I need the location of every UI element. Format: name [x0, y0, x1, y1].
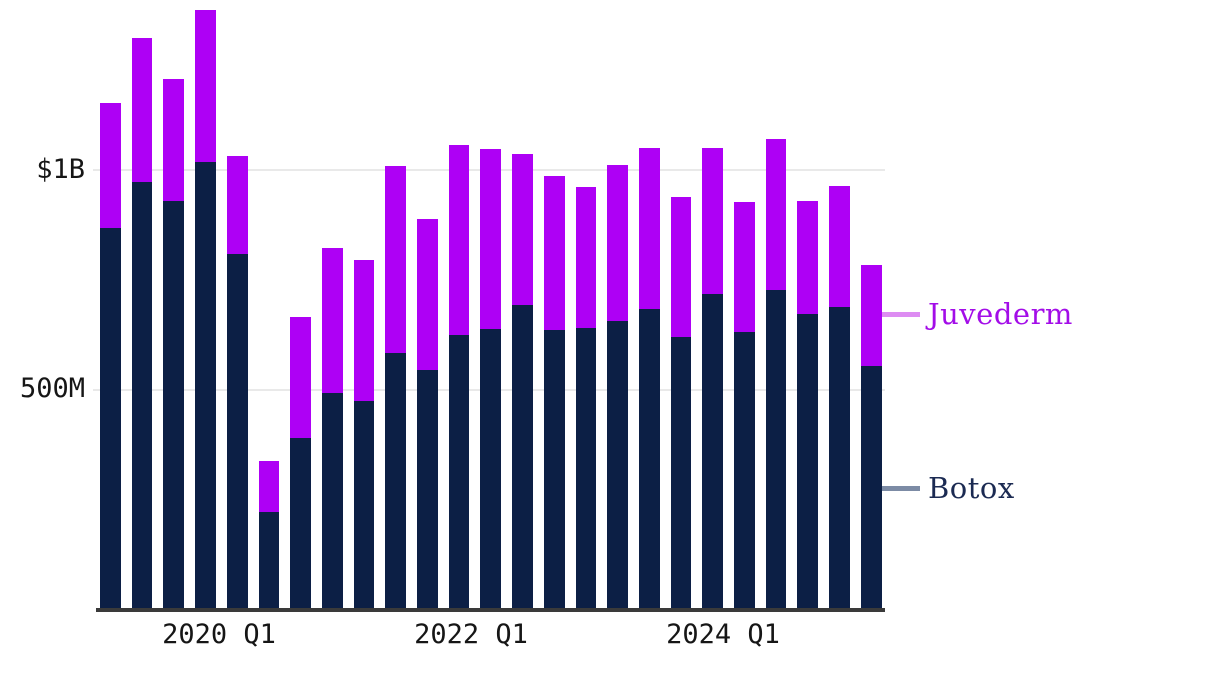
- bar-segment-juvederm: [702, 147, 724, 295]
- bar-segment-juvederm: [163, 79, 185, 202]
- bar-segment-botox: [512, 305, 533, 608]
- bar-segment-botox: [543, 330, 565, 608]
- bar-segment-juvederm: [670, 197, 692, 338]
- bar-segment-juvederm: [860, 265, 882, 367]
- bar-segment-juvederm: [448, 144, 470, 335]
- bar-segment-botox: [100, 227, 121, 608]
- bar-segment-juvederm: [100, 103, 121, 228]
- bar-segment-juvederm: [131, 38, 153, 183]
- y-axis-label-1b: $1B: [36, 154, 85, 185]
- bar-segment-botox: [226, 254, 248, 608]
- legend-item-juvederm: Juvederm: [882, 297, 1073, 331]
- bar-segment-juvederm: [829, 186, 850, 307]
- bar-segment-juvederm: [353, 259, 375, 402]
- y-axis-label-500m: 500M: [19, 373, 85, 404]
- bar-segment-juvederm: [607, 165, 628, 321]
- bar-segment-juvederm: [480, 148, 502, 329]
- bar-segment-botox: [860, 366, 882, 608]
- bar-segment-botox: [290, 438, 311, 608]
- bar-segment-botox: [797, 313, 819, 608]
- bar-segment-botox: [417, 370, 438, 608]
- bar-segment-botox: [607, 320, 628, 608]
- bar-segment-juvederm: [734, 201, 755, 332]
- bar-segment-juvederm: [195, 10, 216, 162]
- bar-segment-botox: [480, 328, 502, 608]
- bar-segment-juvederm: [258, 460, 280, 512]
- x-axis-label-2020q1: 2020 Q1: [162, 619, 276, 650]
- bar-segment-botox: [321, 392, 343, 608]
- bar-segment-juvederm: [512, 154, 533, 306]
- x-axis-line: [96, 608, 885, 612]
- bar-segment-botox: [448, 334, 470, 608]
- bar-segment-juvederm: [290, 316, 311, 439]
- legend-item-botox: Botox: [882, 471, 1015, 505]
- bar-segment-botox: [258, 511, 280, 608]
- bar-segment-juvederm: [226, 155, 248, 255]
- bar-segment-botox: [575, 327, 597, 608]
- bar-segment-juvederm: [543, 176, 565, 331]
- bar-segment-juvederm: [638, 147, 660, 310]
- bar-segment-botox: [638, 309, 660, 608]
- bar-segment-botox: [702, 294, 724, 608]
- bar-segment-botox: [734, 331, 755, 608]
- bar-segment-botox: [670, 337, 692, 608]
- bar-segment-juvederm: [765, 139, 787, 291]
- bar-segment-botox: [195, 161, 216, 608]
- bar-segment-juvederm: [575, 186, 597, 328]
- bar-segment-botox: [385, 352, 407, 608]
- juvederm-legend-tick: [882, 311, 920, 317]
- bar-segment-botox: [353, 401, 375, 608]
- bar-segment-botox: [131, 182, 153, 608]
- bar-segment-juvederm: [321, 248, 343, 393]
- bar-segment-botox: [829, 306, 850, 608]
- botox-legend-tick: [882, 485, 920, 491]
- bar-segment-juvederm: [797, 201, 819, 314]
- x-axis-label-2024q1: 2024 Q1: [666, 619, 780, 650]
- x-axis-label-2022q1: 2022 Q1: [414, 619, 528, 650]
- bar-segment-juvederm: [385, 165, 407, 353]
- botox-legend-label: Botox: [928, 471, 1015, 505]
- bar-segment-botox: [163, 201, 185, 608]
- bar-segment-botox: [765, 290, 787, 608]
- juvederm-legend-label: Juvederm: [928, 297, 1073, 331]
- bar-segment-juvederm: [417, 219, 438, 371]
